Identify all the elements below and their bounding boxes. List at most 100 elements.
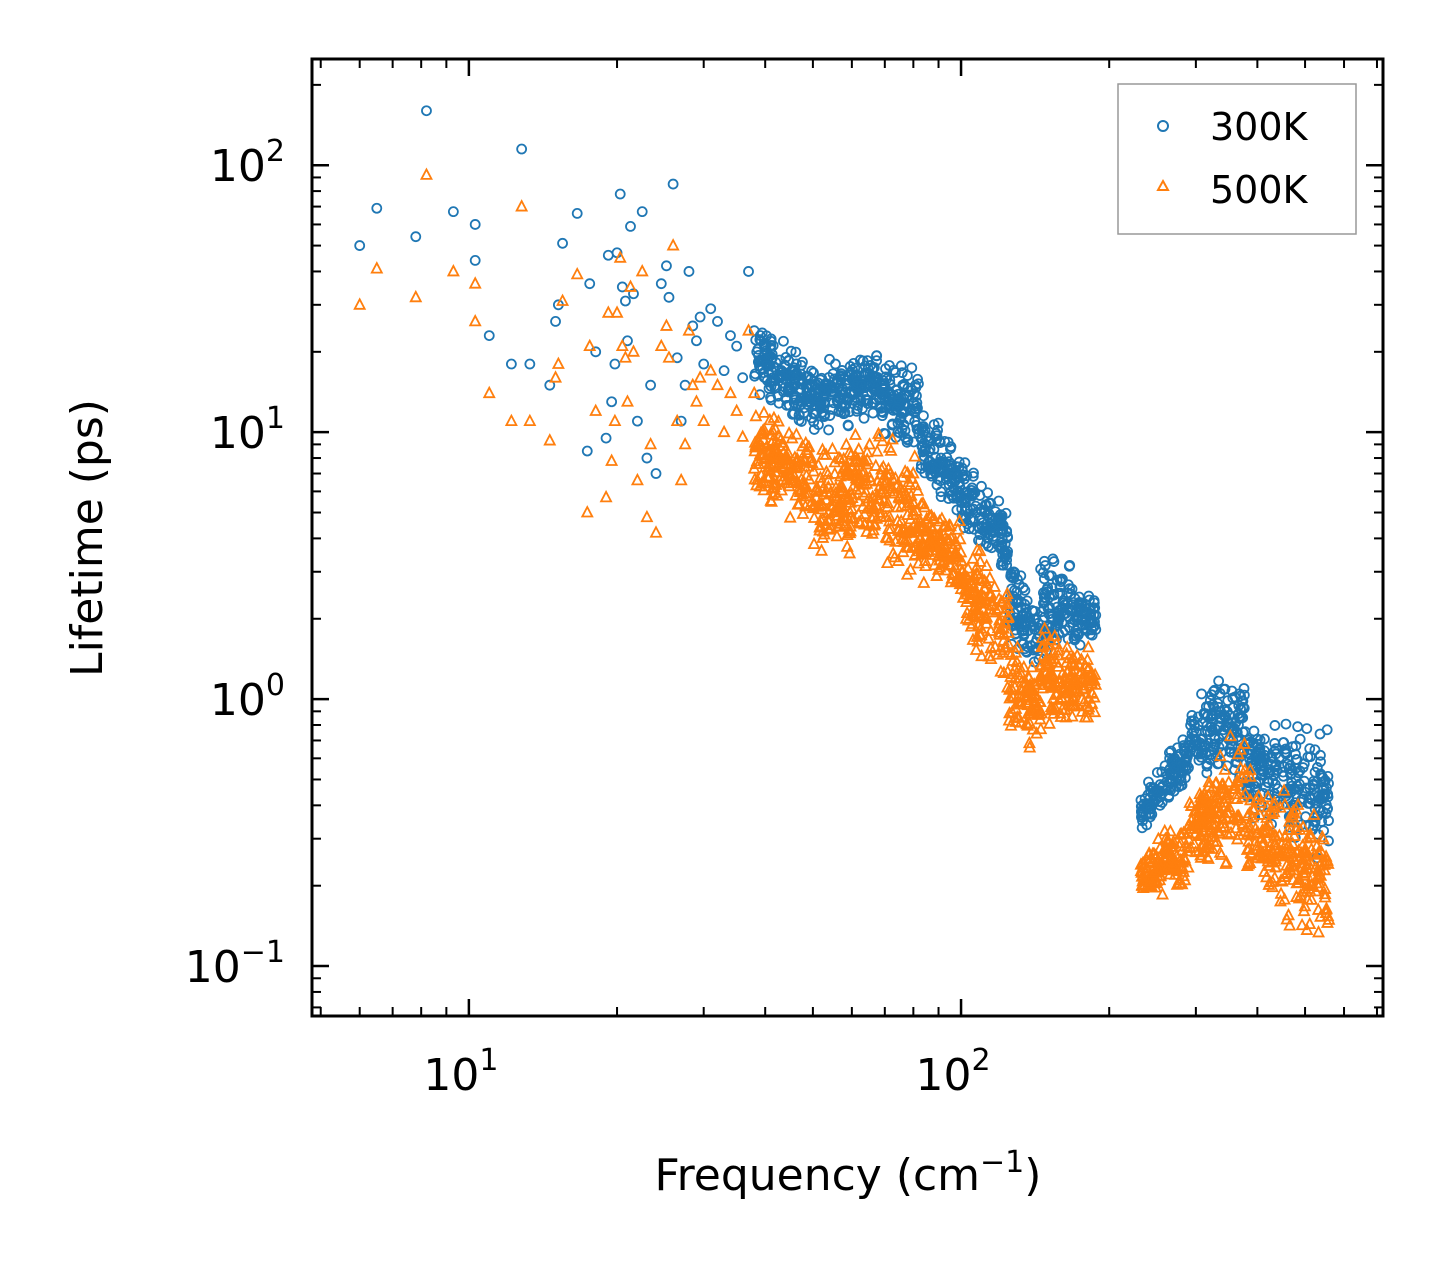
data-point-500k <box>1222 799 1236 813</box>
data-point-300k <box>1142 800 1154 812</box>
data-point-500k <box>1177 850 1191 863</box>
data-point-500k <box>803 454 817 467</box>
data-point-500k <box>468 313 482 327</box>
data-point-300k <box>839 399 851 411</box>
data-point-500k <box>1230 773 1244 786</box>
data-point-500k <box>1316 831 1330 845</box>
data-point-500k <box>644 436 658 450</box>
data-point-500k <box>789 427 803 440</box>
data-point-500k <box>931 562 945 575</box>
data-point-300k <box>798 393 809 404</box>
data-point-300k <box>796 416 807 427</box>
data-point-500k <box>918 558 932 571</box>
data-point-500k <box>948 534 962 547</box>
data-point-300k <box>584 278 596 290</box>
data-point-300k <box>1161 769 1173 781</box>
data-point-500k <box>809 490 823 503</box>
data-point-500k <box>1013 659 1027 673</box>
data-point-300k <box>1186 733 1198 744</box>
data-points <box>353 105 1336 938</box>
data-point-300k <box>877 375 889 387</box>
data-point-500k <box>1064 667 1078 680</box>
data-point-300k <box>1196 747 1208 759</box>
data-point-500k <box>1255 851 1269 864</box>
data-point-500k <box>860 444 874 458</box>
data-point-300k <box>898 378 910 390</box>
data-point-500k <box>1236 790 1250 803</box>
data-point-300k <box>410 231 422 243</box>
data-point-300k <box>1039 560 1051 571</box>
data-point-500k <box>1136 880 1150 893</box>
data-point-500k <box>1278 797 1292 810</box>
data-point-500k <box>872 492 886 505</box>
data-point-500k <box>875 485 889 499</box>
data-point-500k <box>1269 860 1283 873</box>
data-point-500k <box>769 421 783 435</box>
data-point-500k <box>1008 661 1022 675</box>
data-point-300k <box>1184 739 1196 751</box>
data-point-500k <box>896 531 910 545</box>
data-point-300k <box>986 542 998 554</box>
data-point-500k <box>748 472 762 485</box>
data-point-300k <box>808 367 819 379</box>
data-point-300k <box>959 492 971 504</box>
data-point-500k <box>1081 702 1095 715</box>
data-point-500k <box>754 425 768 439</box>
data-point-500k <box>654 338 668 352</box>
data-point-500k <box>1274 845 1288 858</box>
data-point-500k <box>1046 680 1060 693</box>
data-point-500k <box>749 408 763 422</box>
data-point-500k <box>409 289 423 303</box>
data-point-500k <box>1243 762 1257 776</box>
data-point-500k <box>1269 854 1283 867</box>
data-point-500k <box>895 470 909 483</box>
data-point-500k <box>605 453 619 466</box>
data-point-300k <box>1317 772 1329 784</box>
data-point-300k <box>620 295 631 307</box>
data-point-300k <box>1277 737 1289 749</box>
data-point-500k <box>974 596 988 609</box>
data-point-500k <box>1274 886 1288 899</box>
data-point-500k <box>894 513 908 527</box>
data-point-500k <box>935 511 949 524</box>
data-point-500k <box>761 443 775 456</box>
data-point-500k <box>1067 685 1081 698</box>
data-point-500k <box>856 454 870 467</box>
data-point-500k <box>858 506 872 520</box>
data-point-500k <box>967 579 981 593</box>
data-point-500k <box>817 487 831 500</box>
data-point-500k <box>852 441 866 455</box>
data-point-300k <box>1293 778 1305 790</box>
data-point-500k <box>1077 681 1091 695</box>
data-point-300k <box>661 260 672 272</box>
data-point-500k <box>798 499 812 512</box>
data-point-500k <box>972 605 986 619</box>
data-point-300k <box>600 432 612 444</box>
data-point-300k <box>890 367 901 378</box>
data-point-500k <box>659 318 673 331</box>
data-point-300k <box>754 360 765 372</box>
data-point-500k <box>1154 868 1168 881</box>
data-point-500k <box>1317 857 1331 870</box>
data-point-500k <box>1175 876 1189 890</box>
data-point-500k <box>686 377 700 391</box>
data-point-300k <box>1005 591 1016 603</box>
data-point-500k <box>1307 807 1321 820</box>
data-point-500k <box>816 442 830 455</box>
data-point-500k <box>1292 872 1306 885</box>
data-point-300k <box>1259 733 1270 745</box>
data-point-300k <box>1309 744 1321 756</box>
data-point-500k <box>937 554 951 568</box>
data-point-500k <box>767 475 781 489</box>
data-point-500k <box>1214 819 1228 832</box>
y-tick-label: 10−1 <box>185 935 285 993</box>
data-point-500k <box>1205 815 1219 829</box>
data-point-300k <box>988 527 1000 538</box>
data-point-500k <box>922 538 936 551</box>
data-point-500k <box>915 536 929 550</box>
data-point-500k <box>870 444 884 457</box>
data-point-500k <box>843 525 857 539</box>
data-point-500k <box>1047 702 1061 715</box>
data-point-500k <box>1283 918 1297 931</box>
data-point-300k <box>544 379 556 391</box>
